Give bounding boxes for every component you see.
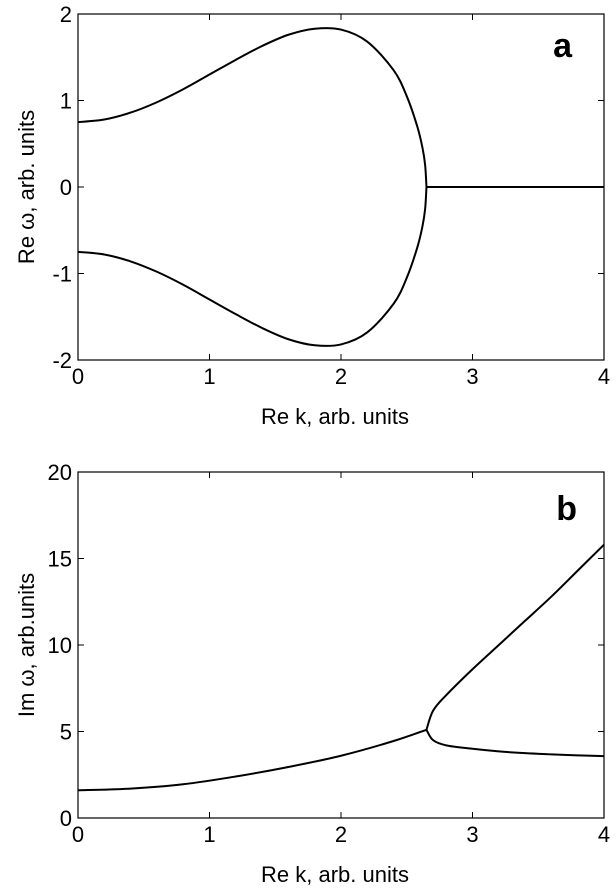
panel-b-y-axis-label: Im ω, arb.units <box>14 573 39 717</box>
panel-a-letter: a <box>553 27 573 65</box>
panel-b-ticks: 0 1 2 3 4 0 5 10 15 20 <box>48 460 611 847</box>
panel-b-y-tick-label: 15 <box>48 547 72 572</box>
panel-a-x-tick-label: 2 <box>335 364 347 389</box>
panel-b-y-tick-label: 10 <box>48 633 72 658</box>
panel-b-x-axis-label: Re k, arb. units <box>261 862 409 887</box>
panel-b-x-tick-label: 3 <box>466 822 478 847</box>
panel-b-x-tick-label: 1 <box>203 822 215 847</box>
panel-b-series <box>77 543 605 792</box>
panel-a-series-line <box>77 27 428 188</box>
panel-a-x-tick-label: 0 <box>72 364 84 389</box>
panel-b-x-tick-label: 4 <box>598 822 610 847</box>
panel-b: 0 1 2 3 4 0 5 10 15 20 b Re k, arb. units Im ω, a… <box>14 460 610 887</box>
panel-b-letter: b <box>556 490 577 528</box>
panel-a-series-line <box>77 186 428 347</box>
panel-b-plot-frame <box>77 471 605 819</box>
panel-b-series-line <box>425 543 605 731</box>
panel-a-series <box>77 27 605 347</box>
panel-b-x-tick-label: 0 <box>72 822 84 847</box>
panel-a-y-tick-label: 2 <box>60 2 72 27</box>
panel-a-ticks: 0 1 2 3 4 -2 -1 0 1 2 <box>52 2 610 389</box>
panel-b-y-tick-label: 0 <box>60 806 72 831</box>
panel-a-x-tick-label: 4 <box>598 364 610 389</box>
panel-b-x-tick-label: 2 <box>335 822 347 847</box>
panel-b-y-tick-label: 20 <box>48 460 72 485</box>
panel-a-y-tick-label: 1 <box>60 89 72 114</box>
panel-a-y-tick-label: 0 <box>60 175 72 200</box>
panel-a-y-axis-label: Re ω, arb. units <box>14 110 39 264</box>
panel-a: 0 1 2 3 4 -2 -1 0 1 2 a Re k, arb. units Re ω, ar… <box>14 2 610 429</box>
panel-b-series-line <box>77 728 427 792</box>
panel-a-y-tick-label: -2 <box>52 348 72 373</box>
panel-b-series-line <box>425 729 605 758</box>
panel-b-y-tick-label: 5 <box>60 720 72 745</box>
panel-a-x-tick-label: 1 <box>203 364 215 389</box>
panel-a-x-tick-label: 3 <box>466 364 478 389</box>
panel-a-x-axis-label: Re k, arb. units <box>261 404 409 429</box>
panel-a-y-tick-label: -1 <box>52 262 72 287</box>
